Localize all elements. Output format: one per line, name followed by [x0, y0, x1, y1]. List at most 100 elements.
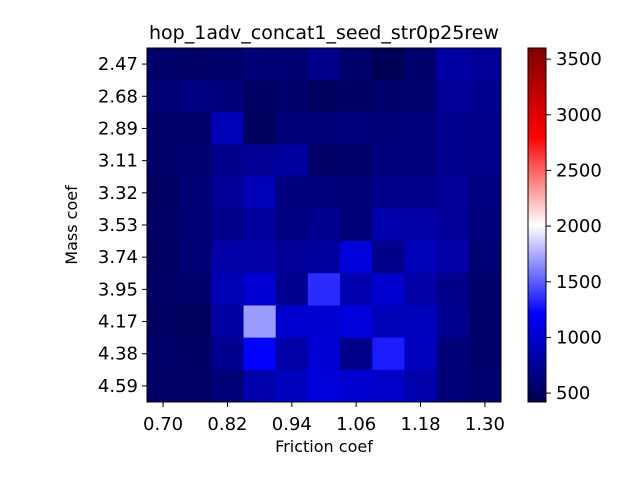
heatmap-cell — [147, 176, 180, 210]
heatmap-cell — [340, 273, 373, 306]
heatmap-cell — [404, 48, 438, 81]
heatmap-cell — [468, 305, 502, 339]
x-tick-label: 1.30 — [465, 414, 505, 435]
heatmap-cell — [179, 273, 212, 306]
heatmap-cell — [179, 241, 212, 274]
heatmap-cell — [211, 208, 245, 242]
heatmap-cell — [404, 369, 438, 403]
heatmap-cell — [436, 369, 470, 403]
heatmap-cell — [468, 80, 502, 113]
y-tick-label: 4.17 — [98, 312, 138, 333]
heatmap-cell — [147, 208, 180, 242]
heatmap-cell — [147, 305, 180, 339]
heatmap-cell — [243, 208, 277, 242]
heatmap-cell — [436, 80, 470, 113]
heatmap-cell — [179, 112, 212, 146]
y-tick-label: 3.32 — [98, 183, 138, 204]
heatmap-cell — [372, 112, 405, 146]
heatmap-cell — [275, 176, 309, 210]
heatmap-cell — [404, 337, 438, 371]
heatmap-cell — [179, 48, 212, 81]
heatmap-cells — [147, 48, 502, 403]
heatmap-cell — [404, 208, 438, 242]
heatmap-cell — [436, 176, 470, 210]
heatmap-cell — [404, 144, 438, 178]
y-tick-label: 3.95 — [98, 279, 138, 300]
heatmap-cell — [372, 144, 405, 178]
heatmap-cell — [307, 305, 341, 339]
heatmap-cell — [307, 337, 341, 371]
heatmap-cell — [436, 48, 470, 81]
heatmap-cell — [275, 144, 309, 178]
heatmap-cell — [243, 305, 277, 339]
y-tick-label: 2.89 — [98, 118, 138, 139]
heatmap-cell — [468, 273, 502, 306]
heatmap-cell — [147, 48, 180, 81]
heatmap-cell — [468, 112, 502, 146]
heatmap-cell — [243, 80, 277, 113]
heatmap-cell — [468, 337, 502, 371]
heatmap-cell — [243, 144, 277, 178]
heatmap-cell — [307, 48, 341, 81]
heatmap-cell — [340, 305, 373, 339]
heatmap-cell — [404, 176, 438, 210]
heatmap-cell — [211, 176, 245, 210]
heatmap-cell — [340, 176, 373, 210]
heatmap-cell — [307, 208, 341, 242]
heatmap-cell — [211, 48, 245, 81]
colorbar-tick-label: 500 — [556, 383, 590, 404]
colorbar-tick-label: 2000 — [556, 216, 602, 237]
heatmap-cell — [468, 208, 502, 242]
y-tick-label: 3.11 — [98, 151, 138, 172]
heatmap-cell — [404, 273, 438, 306]
heatmap-cell — [275, 241, 309, 274]
heatmap-cell — [340, 241, 373, 274]
heatmap-cell — [436, 208, 470, 242]
heatmap-cell — [372, 369, 405, 403]
heatmap-cell — [211, 144, 245, 178]
heatmap-cell — [468, 176, 502, 210]
heatmap-cell — [404, 112, 438, 146]
heatmap-cell — [436, 273, 470, 306]
heatmap-cell — [340, 208, 373, 242]
heatmap-cell — [179, 369, 212, 403]
heatmap-cell — [211, 369, 245, 403]
heatmap-cell — [372, 80, 405, 113]
heatmap-cell — [179, 208, 212, 242]
heatmap-cell — [211, 337, 245, 371]
heatmap-cell — [147, 80, 180, 113]
heatmap-cell — [436, 305, 470, 339]
x-tick-label: 0.82 — [207, 414, 247, 435]
heatmap-cell — [243, 241, 277, 274]
heatmap-cell — [275, 337, 309, 371]
y-tick-label: 4.59 — [98, 376, 138, 397]
y-axis-ticks: 2.47 2.68 2.89 3.11 3.32 3.53 3.74 3.95 4.17 4.38… — [98, 54, 147, 397]
heatmap-cell — [147, 241, 180, 274]
colorbar-tick-label: 2500 — [556, 160, 602, 181]
heatmap-cell — [340, 144, 373, 178]
heatmap-cell — [468, 144, 502, 178]
colorbar-ticks: 500 1000 1500 2000 2500 3000 3500 — [546, 49, 602, 404]
heatmap-cell — [275, 273, 309, 306]
heatmap-cell — [275, 80, 309, 113]
heatmap-cell — [404, 241, 438, 274]
heatmap-cell — [211, 112, 245, 146]
heatmap-cell — [243, 176, 277, 210]
heatmap-cell — [372, 305, 405, 339]
heatmap-cell — [340, 48, 373, 81]
heatmap-cell — [307, 369, 341, 403]
y-tick-label: 3.74 — [98, 247, 138, 268]
heatmap-cell — [340, 369, 373, 403]
heatmap-cell — [307, 273, 341, 306]
heatmap-cell — [147, 369, 180, 403]
heatmap-cell — [436, 112, 470, 146]
heatmap-cell — [275, 112, 309, 146]
x-axis-label: Friction coef — [275, 437, 373, 456]
colorbar-tick-label: 1000 — [556, 327, 602, 348]
x-tick-label: 0.94 — [272, 414, 312, 435]
heatmap-cell — [243, 112, 277, 146]
heatmap-cell — [179, 176, 212, 210]
y-tick-label: 2.47 — [98, 54, 138, 75]
heatmap-cell — [275, 305, 309, 339]
